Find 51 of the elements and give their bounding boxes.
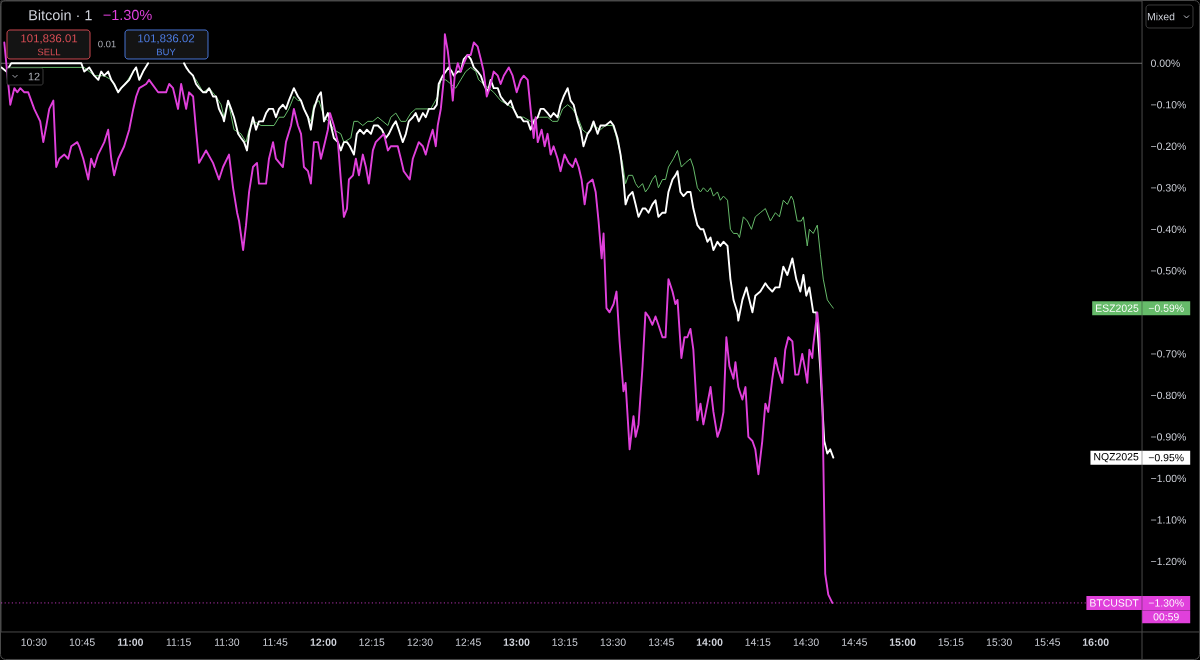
chart-title: Bitcoin · 1 [29, 9, 92, 21]
y-tick-label: −1.00% [1151, 474, 1186, 483]
y-tick-label: −0.20% [1151, 142, 1186, 150]
legend-label: NQZ2025 [1094, 453, 1139, 463]
annotation: 101,836.01 [21, 34, 78, 44]
annotation: 101,836.02 [138, 34, 195, 44]
y-tick-label: −1.10% [1151, 516, 1186, 524]
x-tick-label: 12:30 [407, 638, 433, 646]
x-tick-label: 13:45 [649, 638, 674, 646]
annotation: 0.01 [98, 40, 116, 48]
annotation: SELL [37, 48, 61, 56]
text: Mixed [1147, 12, 1175, 21]
annotation: 12 [28, 72, 40, 81]
x-tick-label: 10:30 [21, 638, 47, 646]
x-tick-label: 10:45 [69, 638, 95, 646]
x-tick-label: 14:45 [842, 638, 868, 646]
x-tick-label: 15:00 [889, 638, 916, 646]
annotation: BUY [157, 48, 176, 56]
y-tick-label: −0.90% [1151, 433, 1186, 441]
text: −1.30% [1148, 599, 1184, 607]
x-tick-label: 13:15 [552, 638, 578, 646]
y-tick-label: −0.50% [1151, 267, 1186, 275]
y-tick-label: −0.40% [1151, 225, 1186, 234]
x-tick-label: 11:00 [117, 638, 144, 646]
y-tick-label: −0.30% [1151, 184, 1186, 192]
y-tick-label: −0.80% [1151, 391, 1186, 400]
x-tick-label: 14:00 [696, 638, 723, 646]
text: −0.59% [1148, 304, 1184, 312]
x-tick-label: 13:30 [600, 638, 626, 646]
text: −0.95% [1148, 453, 1184, 462]
x-tick-label: 14:30 [793, 638, 819, 646]
x-tick-label: 12:15 [359, 638, 385, 646]
x-tick-label: 12:45 [455, 638, 481, 646]
text: 00:59 [1153, 613, 1179, 621]
x-tick-label: 15:45 [1035, 638, 1061, 646]
x-tick-label: 11:15 [166, 638, 191, 646]
x-tick-label: 11:30 [214, 638, 240, 646]
legend-label: BTCUSDT [1090, 599, 1139, 607]
x-tick-label: 14:15 [745, 638, 771, 646]
x-tick-label: 15:30 [986, 638, 1012, 646]
x-tick-label: 13:00 [503, 638, 530, 646]
y-tick-label: 0.00% [1150, 59, 1180, 67]
y-tick-label: −1.20% [1151, 557, 1186, 566]
y-tick-label: −0.70% [1151, 350, 1186, 358]
x-tick-label: 15:15 [938, 638, 964, 646]
legend-label: ESZ2025 [1096, 304, 1139, 312]
chart-subtitle: −1.30% [103, 9, 152, 21]
x-tick-label: 12:00 [310, 638, 337, 646]
y-tick-label: −0.10% [1151, 101, 1186, 109]
x-tick-label: 11:45 [263, 638, 288, 646]
x-tick-label: 16:00 [1082, 638, 1109, 646]
